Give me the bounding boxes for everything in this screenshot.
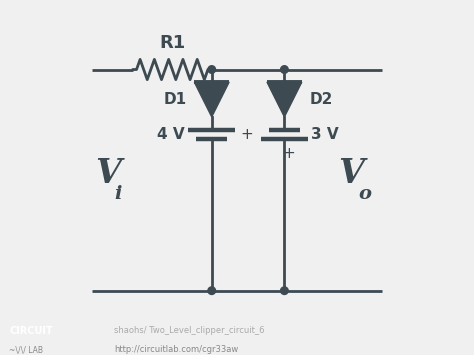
Text: i: i	[115, 185, 122, 203]
Text: shaohs/ Two_Level_clipper_circuit_6: shaohs/ Two_Level_clipper_circuit_6	[114, 326, 264, 335]
Text: D1: D1	[164, 92, 186, 107]
Text: V: V	[95, 157, 121, 190]
Text: 3 V: 3 V	[311, 127, 339, 142]
Text: V: V	[338, 157, 364, 190]
Polygon shape	[267, 82, 302, 117]
Text: http://circuitlab.com/cgr33aw: http://circuitlab.com/cgr33aw	[114, 345, 238, 354]
Text: o: o	[359, 185, 372, 203]
Circle shape	[208, 66, 216, 73]
Text: ~\/\/ LAB: ~\/\/ LAB	[9, 345, 44, 354]
Text: D2: D2	[310, 92, 333, 107]
Text: 4 V: 4 V	[157, 127, 185, 142]
Text: +: +	[240, 127, 253, 142]
Circle shape	[281, 66, 288, 73]
Circle shape	[281, 287, 288, 294]
Text: CIRCUIT: CIRCUIT	[9, 326, 53, 336]
Circle shape	[208, 287, 216, 294]
Text: R1: R1	[159, 34, 185, 52]
Text: +: +	[283, 146, 295, 161]
Polygon shape	[194, 82, 229, 117]
